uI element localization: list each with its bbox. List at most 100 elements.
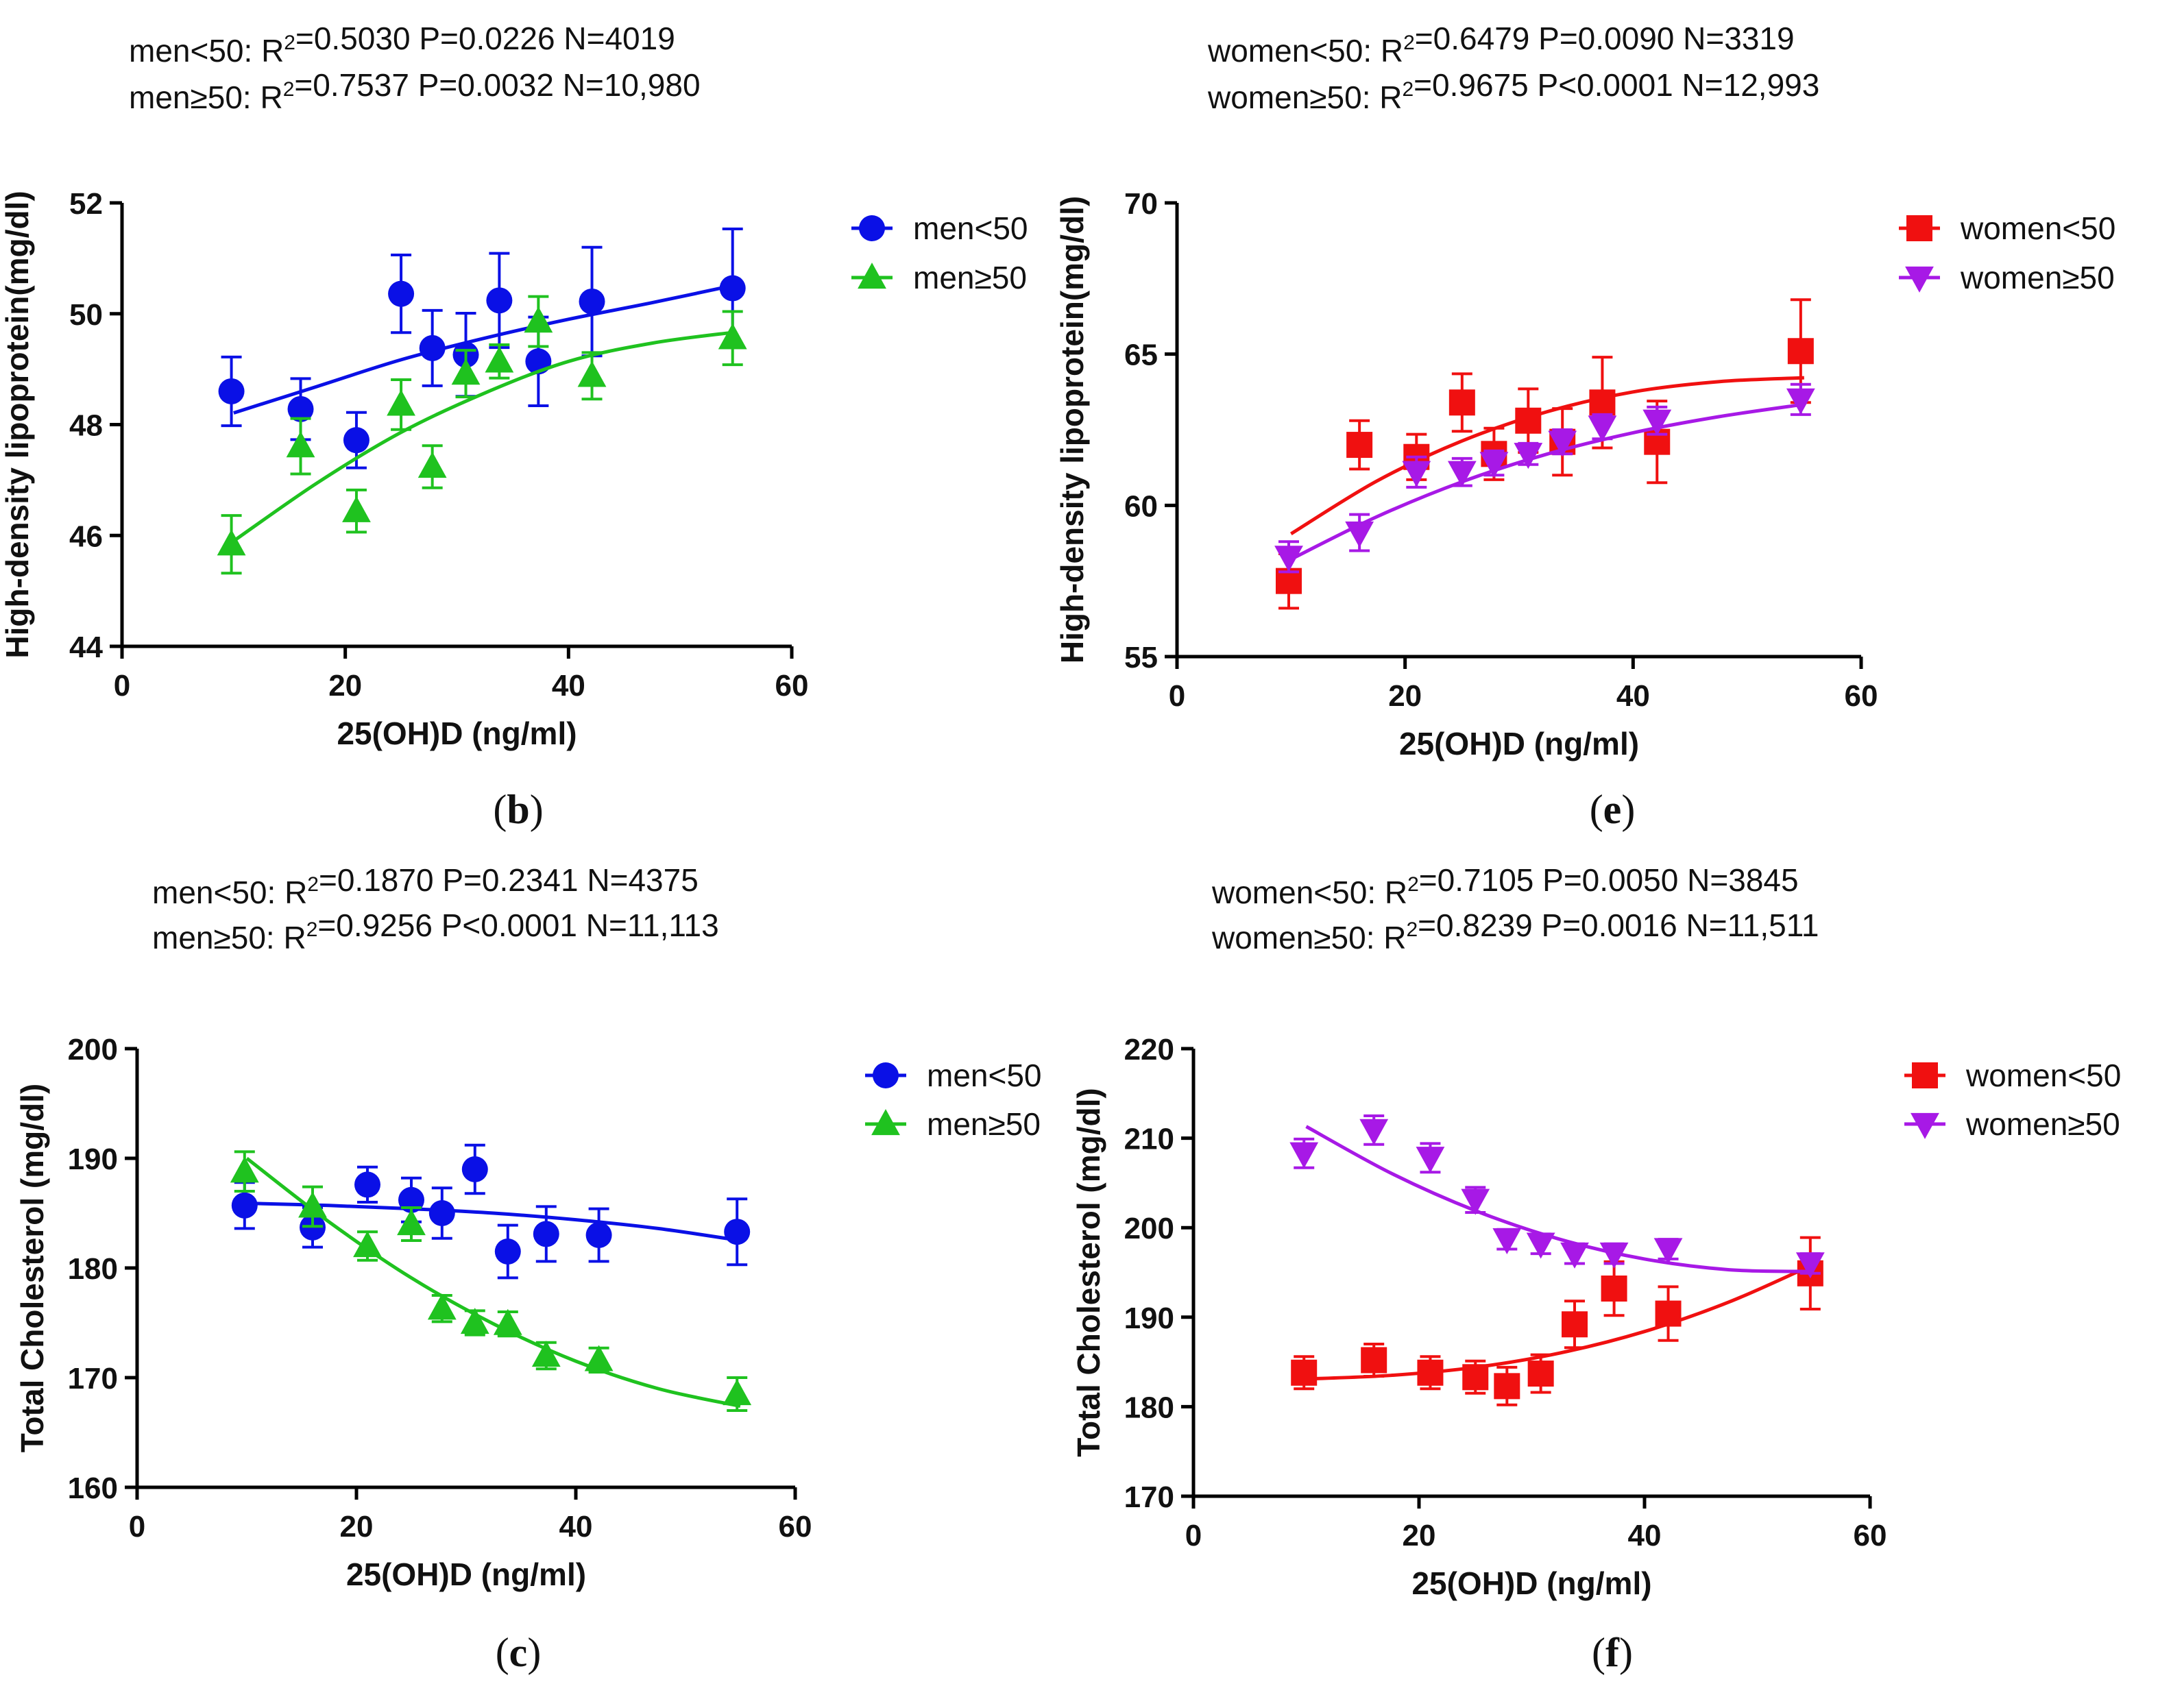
fit-curve bbox=[233, 283, 737, 415]
x-tick-label: 40 bbox=[552, 669, 585, 703]
data-point bbox=[579, 288, 605, 315]
legend-label: men<50 bbox=[927, 1058, 1042, 1093]
x-axis-title: 25(OH)D (ng/ml) bbox=[1399, 726, 1639, 761]
x-tick-label: 20 bbox=[328, 669, 362, 703]
data-point bbox=[1359, 1119, 1389, 1145]
paren: ( bbox=[496, 1630, 509, 1675]
series-men≥50 bbox=[217, 295, 747, 575]
series-women<50 bbox=[1291, 1236, 1823, 1406]
data-point bbox=[533, 1221, 559, 1247]
data-point bbox=[1653, 1238, 1683, 1265]
stat-fragment: P=0.2341 bbox=[442, 862, 587, 898]
stat-fragment: men≥50: R bbox=[152, 920, 306, 955]
stat-fragment: =0.7105 bbox=[1419, 862, 1542, 898]
stat-line-men<50: men<50: R2=0.1870 P=0.2341 N=4375 bbox=[152, 862, 699, 910]
series-men<50 bbox=[218, 228, 746, 469]
data-point bbox=[388, 280, 415, 307]
paren: ( bbox=[1590, 787, 1603, 832]
stat-fragment: P=0.0032 bbox=[418, 67, 563, 103]
paren: ) bbox=[527, 1630, 541, 1675]
data-point bbox=[353, 1231, 382, 1258]
data-point bbox=[1589, 389, 1616, 416]
fit-curve bbox=[246, 1201, 741, 1243]
data-point bbox=[1599, 1242, 1629, 1269]
data-point bbox=[1346, 432, 1373, 459]
data-point bbox=[524, 306, 553, 333]
data-point bbox=[419, 334, 446, 361]
stat-fragment: =0.5030 bbox=[295, 21, 419, 56]
stat-line-men≥50: men≥50: R2=0.7537 P=0.0032 N=10,980 bbox=[129, 67, 701, 115]
paren: ) bbox=[1619, 1630, 1633, 1675]
legend-item-women≥50: women≥50 bbox=[1904, 1106, 2120, 1142]
legend-marker bbox=[1912, 1062, 1938, 1088]
r-squared-superscript: 2 bbox=[306, 918, 318, 941]
chart-panel-c: men<50: R2=0.1870 P=0.2341 N=4375 men≥50:… bbox=[14, 862, 1042, 1675]
y-tick-label: 65 bbox=[1124, 339, 1158, 372]
data-point bbox=[1274, 546, 1303, 572]
data-point bbox=[286, 431, 315, 458]
legend-item-women≥50: women≥50 bbox=[1899, 260, 2115, 295]
data-point bbox=[354, 1171, 380, 1198]
legend-marker bbox=[859, 215, 885, 241]
stat-fragment: N=10,980 bbox=[563, 67, 701, 103]
data-point bbox=[577, 361, 607, 387]
chart-panel-f: women<50: R2=0.7105 P=0.0050 N=3845 women… bbox=[1071, 862, 2121, 1675]
legend-item-men<50: men<50 bbox=[865, 1058, 1042, 1093]
legend-label: women≥50 bbox=[1965, 1106, 2120, 1142]
x-tick-label: 60 bbox=[775, 669, 809, 703]
fit-curve bbox=[1290, 376, 1804, 535]
stat-line-women<50: women<50: R2=0.6479 P=0.0090 N=3319 bbox=[1207, 21, 1795, 69]
data-point bbox=[397, 1209, 426, 1236]
paren: ( bbox=[493, 787, 507, 832]
y-tick-label: 200 bbox=[1124, 1212, 1174, 1245]
x-tick-label: 60 bbox=[1845, 679, 1878, 713]
stat-fragment: N=3319 bbox=[1683, 21, 1794, 56]
data-point bbox=[428, 1200, 455, 1226]
y-tick-label: 190 bbox=[68, 1143, 118, 1176]
stat-fragment: women<50: R bbox=[1207, 33, 1403, 69]
panel-label: (f) bbox=[1592, 1630, 1633, 1675]
data-point bbox=[531, 1341, 561, 1367]
data-point bbox=[1361, 1347, 1387, 1374]
legend-item-women<50: women<50 bbox=[1904, 1058, 2121, 1093]
y-tick-label: 44 bbox=[69, 631, 103, 664]
stat-fragment: N=4375 bbox=[587, 862, 698, 898]
legend-label: men<50 bbox=[913, 210, 1028, 246]
r-squared-superscript: 2 bbox=[284, 32, 295, 54]
stat-line-men<50: men<50: R2=0.5030 P=0.0226 N=4019 bbox=[129, 21, 675, 69]
r-squared-superscript: 2 bbox=[1407, 873, 1419, 896]
stat-fragment: P<0.0001 bbox=[441, 907, 586, 943]
stat-fragment: P=0.0226 bbox=[419, 21, 563, 56]
data-point bbox=[1447, 461, 1477, 487]
fit-curve bbox=[1305, 1125, 1814, 1273]
data-point bbox=[1461, 1188, 1490, 1215]
stat-fragment: P<0.0001 bbox=[1538, 67, 1682, 103]
data-point bbox=[493, 1308, 522, 1335]
data-point bbox=[1291, 1359, 1318, 1386]
data-point bbox=[218, 378, 245, 404]
panel-letter: e bbox=[1603, 787, 1622, 832]
data-point bbox=[1345, 521, 1374, 548]
y-tick-label: 190 bbox=[1124, 1302, 1174, 1335]
legend-item-men<50: men<50 bbox=[851, 210, 1028, 246]
x-tick-label: 60 bbox=[1854, 1519, 1887, 1552]
x-tick-label: 60 bbox=[779, 1510, 812, 1544]
legend-marker bbox=[858, 263, 886, 289]
stat-fragment: =0.1870 bbox=[319, 862, 442, 898]
data-point bbox=[1417, 1359, 1444, 1386]
x-tick-label: 0 bbox=[1185, 1519, 1202, 1552]
x-tick-label: 40 bbox=[1616, 679, 1650, 713]
data-point bbox=[718, 323, 747, 350]
data-point bbox=[417, 452, 447, 478]
data-point bbox=[719, 275, 746, 302]
stat-line-women<50: women<50: R2=0.7105 P=0.0050 N=3845 bbox=[1211, 862, 1799, 910]
data-point bbox=[387, 389, 415, 416]
stat-fragment: =0.8239 bbox=[1418, 907, 1541, 943]
fit-curve bbox=[1290, 402, 1805, 561]
legend-item-women<50: women<50 bbox=[1899, 210, 2115, 246]
y-tick-label: 48 bbox=[69, 409, 103, 443]
legend-label: women<50 bbox=[1960, 210, 2115, 246]
y-tick-label: 170 bbox=[68, 1362, 118, 1395]
data-point bbox=[1548, 430, 1577, 457]
x-tick-label: 0 bbox=[1169, 679, 1185, 713]
